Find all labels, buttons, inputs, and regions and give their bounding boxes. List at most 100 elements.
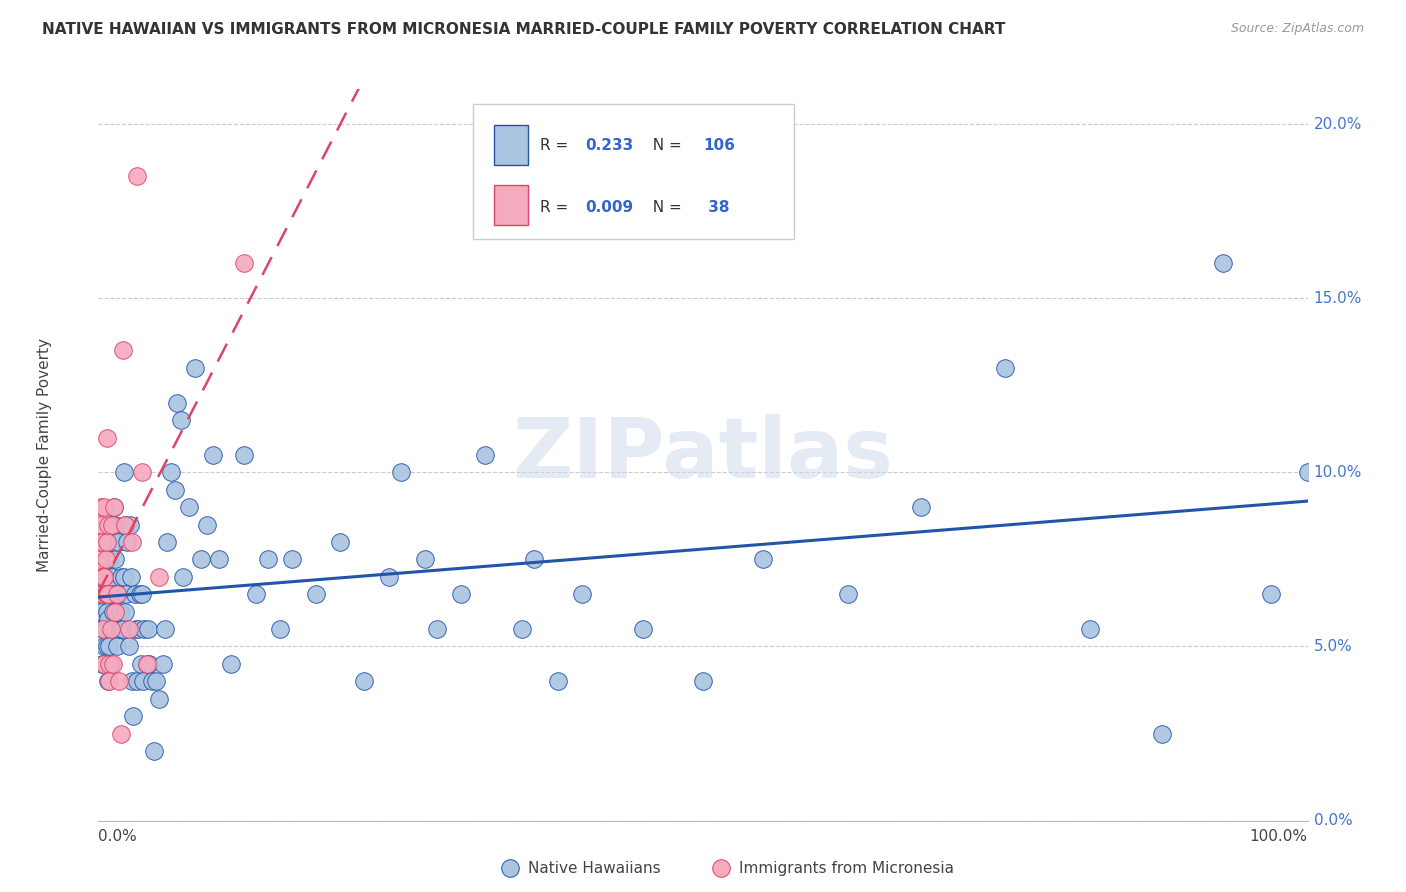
Text: N =: N = (643, 200, 686, 215)
Point (269, 622, 291, 636)
Point (110, 622, 132, 636)
Point (631, 622, 654, 636)
Point (208, 552, 231, 566)
Point (132, 674, 155, 689)
Point (91, 622, 114, 636)
Point (114, 517, 136, 532)
Point (94, 552, 117, 566)
Text: ZIPatlas: ZIPatlas (513, 415, 893, 495)
Text: Source: ZipAtlas.com: Source: ZipAtlas.com (1230, 22, 1364, 36)
Point (94, 570, 117, 584)
Point (101, 605, 124, 619)
Point (100, 517, 122, 532)
Point (127, 674, 149, 689)
Point (377, 570, 399, 584)
Text: 0.0%: 0.0% (98, 830, 138, 845)
Point (474, 448, 496, 462)
Point (837, 587, 859, 601)
Point (94, 587, 117, 601)
Point (107, 587, 129, 601)
Point (96, 535, 118, 549)
Point (108, 622, 131, 636)
Bar (494, 185, 527, 226)
Point (128, 587, 150, 601)
Point (96, 605, 118, 619)
Point (110, 726, 132, 740)
Point (103, 500, 125, 515)
Text: 20.0%: 20.0% (1313, 117, 1362, 131)
Point (245, 587, 267, 601)
Point (97, 587, 120, 601)
Point (93, 640, 115, 654)
Point (117, 535, 139, 549)
Point (107, 535, 129, 549)
Point (89, 587, 111, 601)
Point (153, 622, 176, 636)
Point (134, 622, 156, 636)
Text: 5.0%: 5.0% (1313, 639, 1353, 654)
Point (190, 552, 212, 566)
Point (148, 691, 170, 706)
Point (98, 657, 121, 671)
Point (90, 605, 112, 619)
Point (89, 535, 111, 549)
Point (114, 517, 136, 532)
Point (145, 674, 167, 689)
Point (114, 605, 136, 619)
Point (1078, 622, 1101, 636)
Point (104, 517, 127, 532)
Point (160, 466, 183, 480)
Point (104, 605, 127, 619)
Point (105, 587, 128, 601)
Point (124, 587, 146, 601)
Point (101, 657, 124, 671)
Point (426, 622, 449, 636)
Point (93, 587, 115, 601)
Point (172, 570, 194, 584)
Point (97, 674, 120, 689)
Text: Immigrants from Micronesia: Immigrants from Micronesia (740, 861, 955, 876)
Point (104, 552, 127, 566)
Point (94, 622, 117, 636)
Point (98, 587, 121, 601)
Point (195, 517, 218, 532)
Point (103, 500, 125, 515)
Text: 0.233: 0.233 (586, 138, 634, 153)
Point (547, 674, 569, 689)
Point (135, 657, 157, 671)
Point (127, 622, 149, 636)
Text: 10.0%: 10.0% (1313, 465, 1362, 480)
Point (120, 570, 142, 584)
Point (91, 570, 114, 584)
Point (93, 570, 115, 584)
Point (118, 640, 141, 654)
Point (1212, 256, 1234, 270)
Point (90, 500, 112, 515)
Point (994, 360, 1017, 375)
Point (138, 657, 160, 671)
Point (163, 483, 186, 497)
Point (1152, 726, 1174, 740)
Point (131, 466, 153, 480)
Bar (494, 125, 527, 165)
Text: Native Hawaiians: Native Hawaiians (527, 861, 661, 876)
Point (112, 466, 135, 480)
Point (177, 500, 201, 515)
Point (136, 622, 159, 636)
Point (101, 535, 124, 549)
Point (98, 640, 121, 654)
Text: 38: 38 (703, 200, 730, 215)
Point (125, 622, 148, 636)
Point (692, 674, 714, 689)
Point (121, 674, 143, 689)
Point (90, 517, 112, 532)
Point (121, 535, 143, 549)
Point (91, 622, 114, 636)
Point (91, 587, 114, 601)
Point (96, 587, 118, 601)
Point (100, 570, 122, 584)
Point (91, 570, 114, 584)
Point (156, 535, 179, 549)
Point (129, 657, 152, 671)
Point (329, 535, 352, 549)
